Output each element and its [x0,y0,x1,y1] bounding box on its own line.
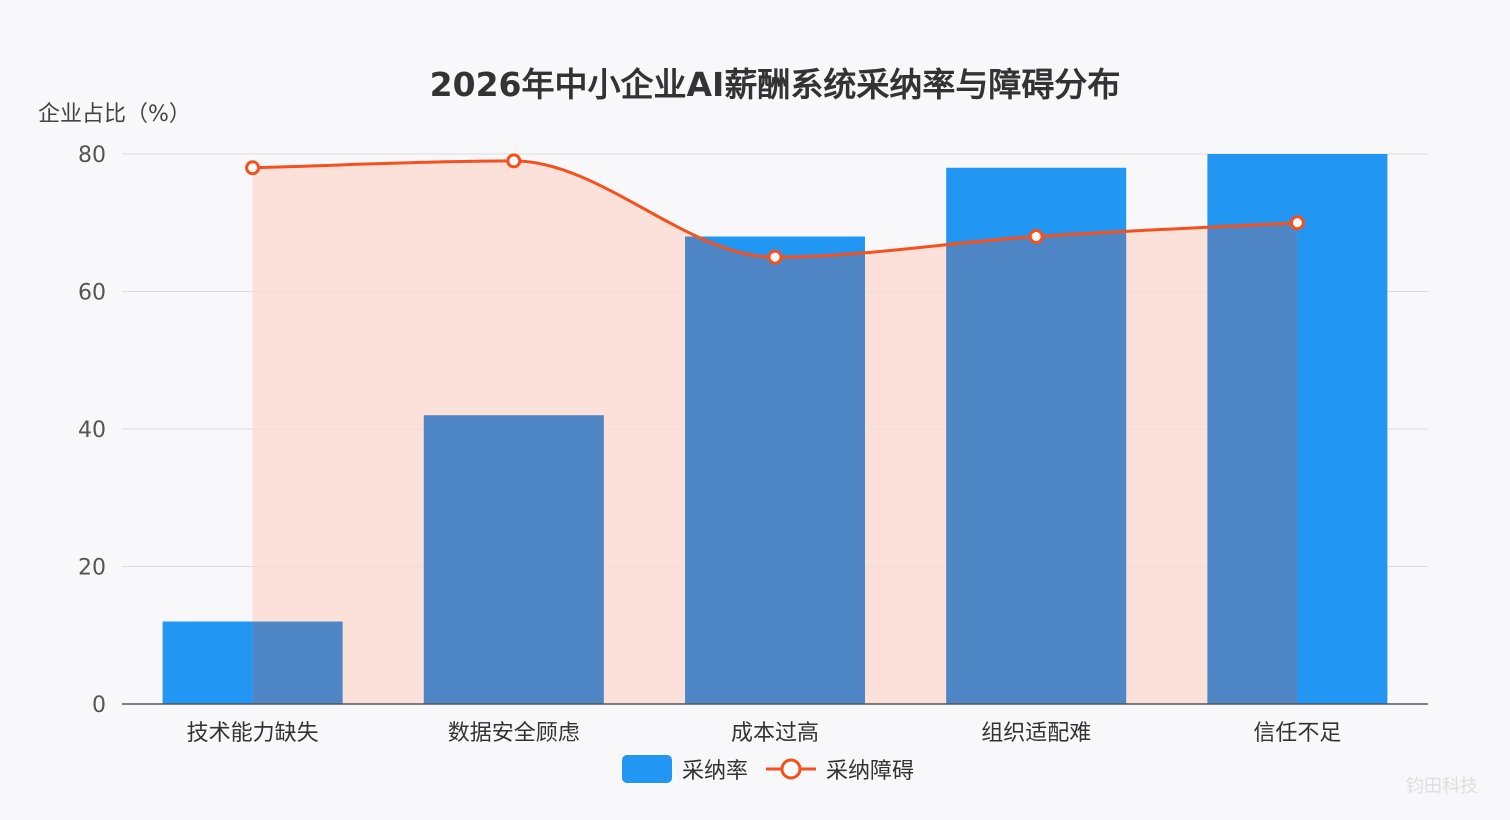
bar-overlap [946,167,1127,704]
x-tick-label: 数据安全顾虑 [448,721,580,746]
line-point [1028,229,1044,244]
line-point [245,160,261,176]
legend-swatch-line [766,758,817,780]
legend: 采纳率 采纳障碍 [622,754,932,784]
line-point [506,153,522,169]
line-series [245,153,1305,265]
area-series [252,160,1298,704]
x-tick-label: 信任不足 [1253,721,1341,746]
line-point [1289,215,1305,231]
bar-overlap [252,621,343,704]
x-tick-label: 成本过高 [731,721,819,746]
watermark: 钧田科技 [1406,776,1478,797]
y-tick-label: 0 [92,693,106,718]
legend-label-line: 采纳障碍 [826,759,915,784]
x-tick-label: 技术能力缺失 [187,721,319,746]
y-tick-label: 20 [78,556,106,581]
legend-item-line[interactable]: 采纳障碍 [766,753,914,785]
axes: 0 20 40 60 80 技术能力缺失 数据安全顾虑 成本过高 组织适配难 信任不足 [78,143,1428,746]
x-tick-label: 组织适配难 [981,721,1091,746]
legend-swatch-bar [622,755,672,783]
bar-overlap [423,415,604,704]
y-tick-label: 40 [78,418,106,443]
y-tick-label: 60 [78,281,106,306]
bar-overlap-group [252,160,1298,704]
y-tick-label: 80 [78,143,106,168]
bar-overlap [685,236,865,704]
legend-item-bar[interactable]: 采纳率 [622,753,748,785]
line-point [767,249,783,265]
chart-title: 2026年中小企业AI薪酬系统采纳率与障碍分布 [429,65,1121,104]
legend-label-bar: 采纳率 [682,759,749,784]
y-axis-label: 企业占比（%） [38,102,191,127]
bar-overlap [1207,160,1298,704]
